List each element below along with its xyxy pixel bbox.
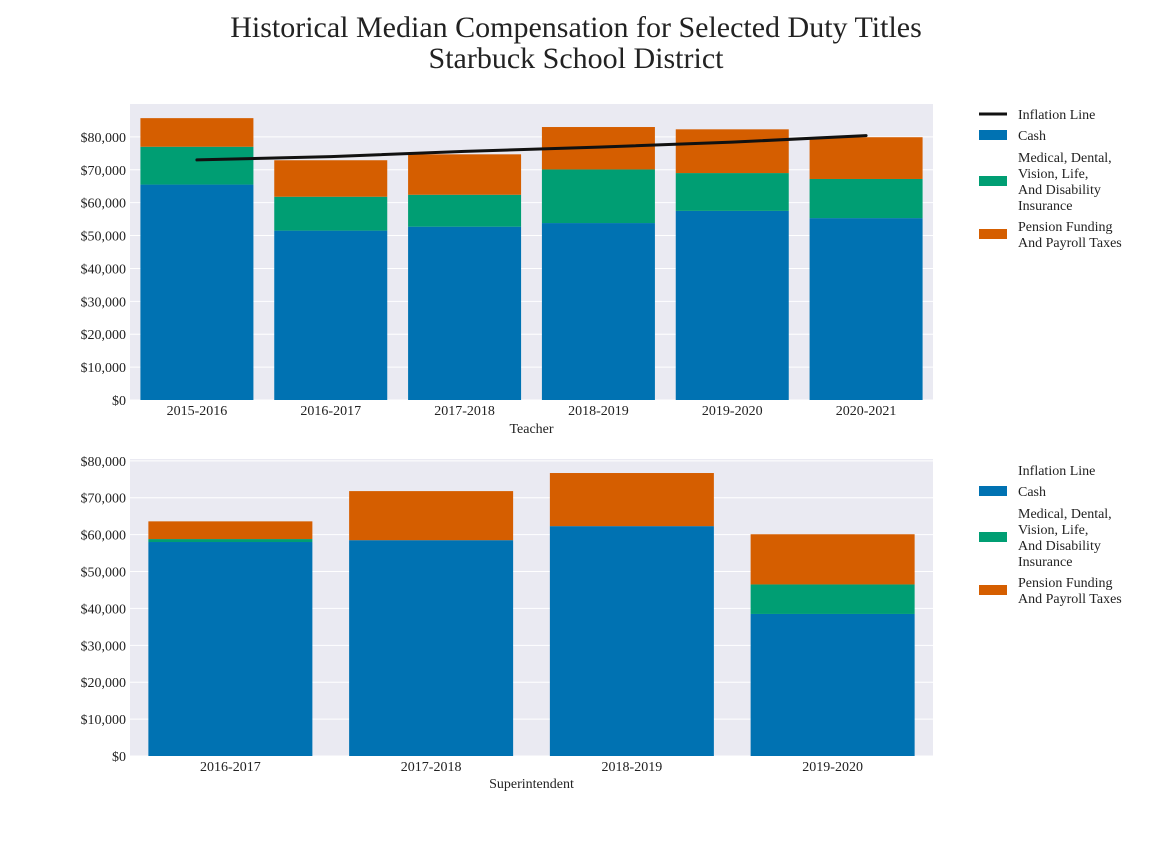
legend-label: Inflation Line	[1018, 108, 1095, 123]
x-tick-label: 2019-2020	[702, 404, 763, 419]
legend-label: Pension Funding And Payroll Taxes	[1018, 576, 1122, 607]
bar-segment-pension	[549, 473, 714, 527]
legend-label: Cash	[1018, 129, 1046, 144]
x-tick-label: 2017-2018	[434, 404, 495, 419]
x-tick-label: 2020-2021	[836, 404, 897, 419]
y-tick-label: $70,000	[81, 164, 127, 179]
bar-segment-pension	[675, 129, 789, 174]
chart-subtitle: Starbuck School District	[428, 42, 724, 75]
panel-teacher: $0 $10,000 $20,000 $30,000 $40,000 $50,000 $60…	[81, 104, 1122, 437]
y-tick-label: $70,000	[81, 492, 127, 507]
x-tick-label: 2016-2017	[300, 404, 361, 419]
bar-segment-cash	[140, 184, 254, 400]
legend-swatch	[979, 585, 1007, 595]
bar-segment-cash	[675, 210, 789, 400]
x-tick-label: 2018-2019	[568, 404, 629, 419]
legend-swatch	[979, 130, 1007, 140]
x-tick-label: 2015-2016	[167, 404, 228, 419]
y-tick-label: $50,000	[81, 566, 127, 581]
inflation-line	[195, 134, 868, 162]
bar-segment-medical	[809, 178, 923, 219]
y-tick-label: $40,000	[81, 262, 127, 277]
y-tick-label: $80,000	[81, 131, 127, 146]
bar-segment-medical	[750, 584, 915, 614]
legend: Inflation Line Cash Medical, Dental, Vision…	[979, 464, 1122, 607]
legend: Inflation Line Cash Medical, Dental, Vision…	[979, 108, 1122, 251]
y-tick-label: $20,000	[81, 676, 127, 691]
legend-swatch	[979, 229, 1007, 239]
bar-segment-pension	[140, 118, 254, 147]
bar-segment-cash	[541, 223, 655, 400]
y-tick-label: $30,000	[81, 295, 127, 310]
legend-label: Medical, Dental, Vision, Life, And Disabil…	[1018, 507, 1112, 570]
y-tick-label: $50,000	[81, 230, 127, 245]
bar-segment-pension	[148, 521, 313, 540]
bar-segment-cash	[274, 230, 388, 400]
y-tick-label: $60,000	[81, 197, 127, 212]
bar-segment-pension	[274, 160, 388, 197]
legend-label: Inflation Line	[1018, 464, 1095, 479]
plot-area	[130, 104, 933, 400]
legend-swatch	[979, 176, 1007, 186]
bar-segment-cash	[408, 226, 522, 400]
bar-segment-cash	[750, 613, 915, 756]
y-tick-label: $0	[112, 394, 126, 409]
bar-segment-cash	[809, 218, 923, 400]
bar-segment-cash	[549, 526, 714, 756]
x-tick-label: 2018-2019	[602, 760, 663, 775]
x-axis-label: Superintendent	[489, 777, 574, 792]
x-tick-label: 2016-2017	[200, 760, 261, 775]
y-tick-label: $0	[112, 750, 126, 765]
legend-label: Cash	[1018, 485, 1046, 500]
bar-segment-medical	[140, 146, 254, 185]
x-tick-label: 2017-2018	[401, 760, 462, 775]
legend-label: Pension Funding And Payroll Taxes	[1018, 220, 1122, 251]
bar-segment-pension	[408, 154, 522, 195]
bar-segment-pension	[809, 137, 923, 179]
bar-segment-medical	[274, 196, 388, 231]
bar-segment-medical	[541, 169, 655, 224]
x-axis-label: Teacher	[509, 422, 553, 437]
bar-segment-pension	[349, 491, 514, 541]
bar-segment-pension	[750, 534, 915, 585]
bar-segment-cash	[349, 540, 514, 756]
y-tick-label: $20,000	[81, 328, 127, 343]
y-tick-label: $10,000	[81, 361, 127, 376]
bar-segment-medical	[408, 194, 522, 227]
y-tick-label: $30,000	[81, 639, 127, 654]
bar-segment-medical	[148, 539, 313, 543]
legend-swatch	[979, 486, 1007, 496]
x-tick-label: 2019-2020	[802, 760, 863, 775]
y-tick-label: $40,000	[81, 602, 127, 617]
legend-swatch	[979, 532, 1007, 542]
y-tick-label: $60,000	[81, 529, 127, 544]
panel-superintendent: $0 $10,000 $20,000 $30,000 $40,000 $50,000 $60…	[81, 455, 1122, 792]
legend-label: Medical, Dental, Vision, Life, And Disabil…	[1018, 151, 1112, 214]
bar-segment-medical	[675, 173, 789, 211]
bar-segment-cash	[148, 542, 313, 756]
chart-title: Historical Median Compensation for Selec…	[230, 11, 922, 44]
y-tick-label: $80,000	[81, 455, 127, 470]
y-tick-label: $10,000	[81, 713, 127, 728]
